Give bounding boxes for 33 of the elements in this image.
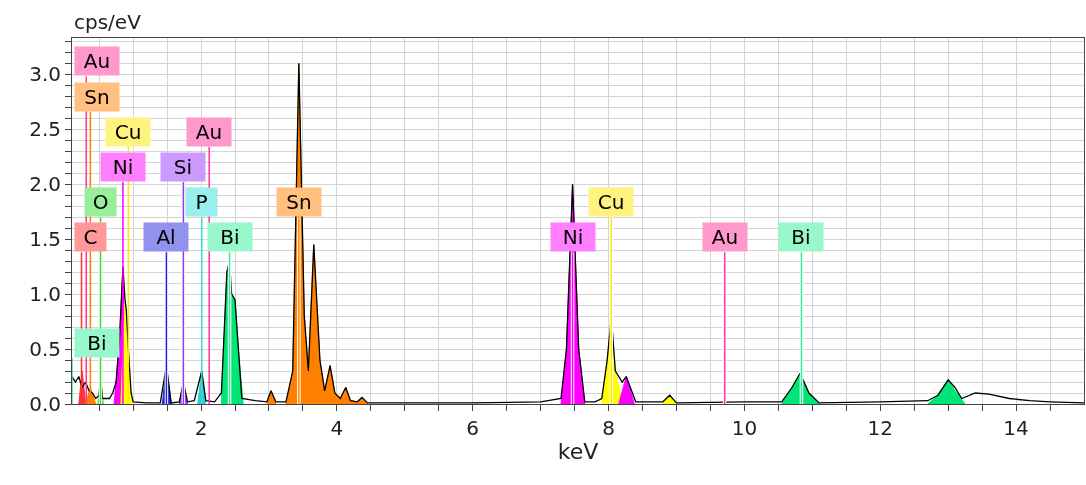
ref-line-label: Au <box>195 120 223 144</box>
ref-line-label: Cu <box>114 120 142 144</box>
y-axis-title: cps/eV <box>74 10 142 34</box>
y-tick-label: 0.0 <box>29 392 61 416</box>
y-tick-label: 0.5 <box>29 337 61 362</box>
y-tick-label: 1.5 <box>29 227 61 252</box>
ref-line-label: Si <box>173 155 193 179</box>
ref-line-label: O <box>92 190 109 214</box>
ref-line-label: Bi <box>791 225 811 249</box>
y-tick-label: 2.5 <box>29 117 61 142</box>
ref-line-label: Bi <box>220 225 240 249</box>
ref-line-label: Ni <box>562 225 584 249</box>
x-tick-label: 12 <box>867 416 893 440</box>
x-tick-label: 8 <box>602 416 615 440</box>
ref-line-label: Sn <box>286 190 312 214</box>
x-tick-label: 6 <box>466 416 480 440</box>
x-tick-label: 4 <box>330 416 344 440</box>
ref-line-label: Sn <box>84 85 110 109</box>
ref-line-label: Au <box>711 225 739 249</box>
x-tick-label: 14 <box>1003 416 1029 440</box>
ref-line-label: Al <box>156 225 176 249</box>
x-tick-label: 2 <box>194 416 208 440</box>
ref-line-label: P <box>195 190 208 214</box>
y-tick-label: 1.0 <box>29 282 61 307</box>
ref-line-label: C <box>83 225 98 249</box>
y-tick-label: 3.0 <box>29 62 61 87</box>
ref-line-label: Ni <box>112 155 134 179</box>
ref-line-label: Au <box>83 49 111 73</box>
ref-line-label: Cu <box>597 190 625 214</box>
ref-line-label: Bi <box>87 331 107 355</box>
x-tick-label: 10 <box>731 416 758 440</box>
y-tick-label: 2.0 <box>29 172 61 197</box>
x-axis-title: keV <box>557 438 599 464</box>
